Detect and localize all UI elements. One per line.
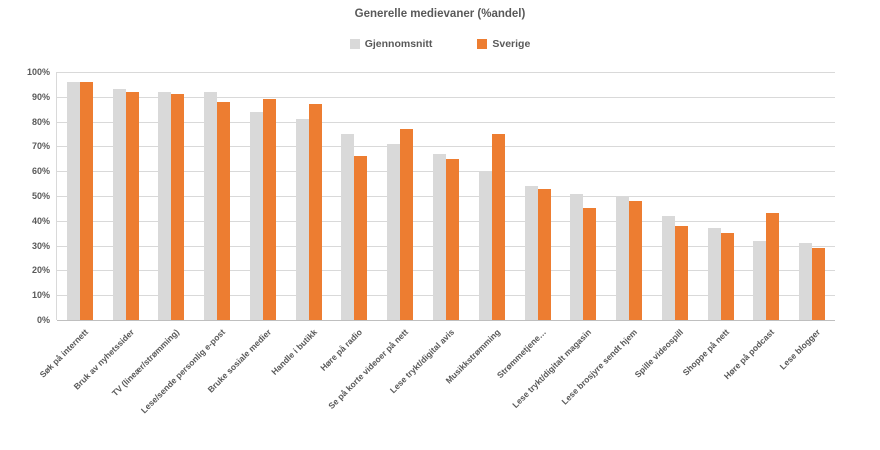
legend-item-sverige: Sverige [477,38,530,50]
bar-sverige-7 [400,129,414,320]
y-tick-label-80: 80% [31,116,50,127]
bar-sverige-5 [308,104,322,320]
gridline-80 [57,121,835,123]
bar-sverige-12 [629,200,643,320]
legend-label: Sverige [492,38,531,50]
bar-sverige-0 [79,81,93,320]
y-tick-label-20: 20% [31,265,50,276]
bar-gjennomsnitt-14 [707,228,721,320]
gridline-90 [57,96,835,98]
gridline-70 [57,146,835,148]
y-tick-label-60: 60% [31,166,50,177]
bar-gjennomsnitt-9 [478,171,492,320]
bar-gjennomsnitt-13 [661,215,675,320]
legend-item-gjennomsnitt: Gjennomsnitt [349,38,433,50]
bar-sverige-3 [217,101,231,320]
y-tick-label-40: 40% [31,215,50,226]
bar-sverige-4 [262,99,276,320]
y-tick-label-70: 70% [31,141,50,152]
plot-area [56,72,835,321]
y-tick-label-10: 10% [31,290,50,301]
bar-gjennomsnitt-16 [799,243,813,320]
bar-gjennomsnitt-11 [570,193,584,320]
bar-sverige-9 [491,134,505,320]
y-tick-label-90: 90% [31,91,50,102]
bar-sverige-11 [583,208,597,320]
chart-legend: Gjennomsnitt Sverige [0,38,880,50]
y-tick-label-30: 30% [31,240,50,251]
bar-gjennomsnitt-8 [433,153,446,320]
bar-gjennomsnitt-2 [158,91,172,320]
bar-sverige-15 [766,213,780,320]
bar-gjennomsnitt-10 [524,186,538,320]
bar-gjennomsnitt-1 [112,89,126,320]
bar-gjennomsnitt-15 [753,240,767,320]
gridline-100 [57,72,835,73]
bar-sverige-13 [674,225,688,320]
bar-gjennomsnitt-6 [341,134,355,320]
bar-sverige-14 [720,233,734,320]
bar-gjennomsnitt-0 [66,81,80,320]
legend-label: Gjennomsnitt [364,38,433,50]
bar-sverige-2 [171,94,185,320]
bar-sverige-16 [812,248,826,320]
bar-gjennomsnitt-7 [387,143,401,320]
y-tick-label-0: 0% [36,315,50,325]
bar-gjennomsnitt-5 [295,119,309,320]
chart-title: Generelle medievaner (%andel) [354,8,526,20]
bar-sverige-6 [354,156,368,320]
bar-gjennomsnitt-12 [616,196,630,320]
bar-gjennomsnitt-3 [204,91,218,320]
legend-swatch-icon [477,39,488,49]
gridline-0 [57,320,835,321]
y-tick-label-50: 50% [31,191,50,201]
bar-gjennomsnitt-4 [249,111,263,320]
bar-sverige-1 [125,91,139,320]
y-tick-label-100: 100% [26,67,50,77]
bar-sverige-10 [537,188,551,320]
legend-swatch-icon [349,39,360,49]
y-axis-line [56,72,57,320]
bar-sverige-8 [446,158,459,320]
